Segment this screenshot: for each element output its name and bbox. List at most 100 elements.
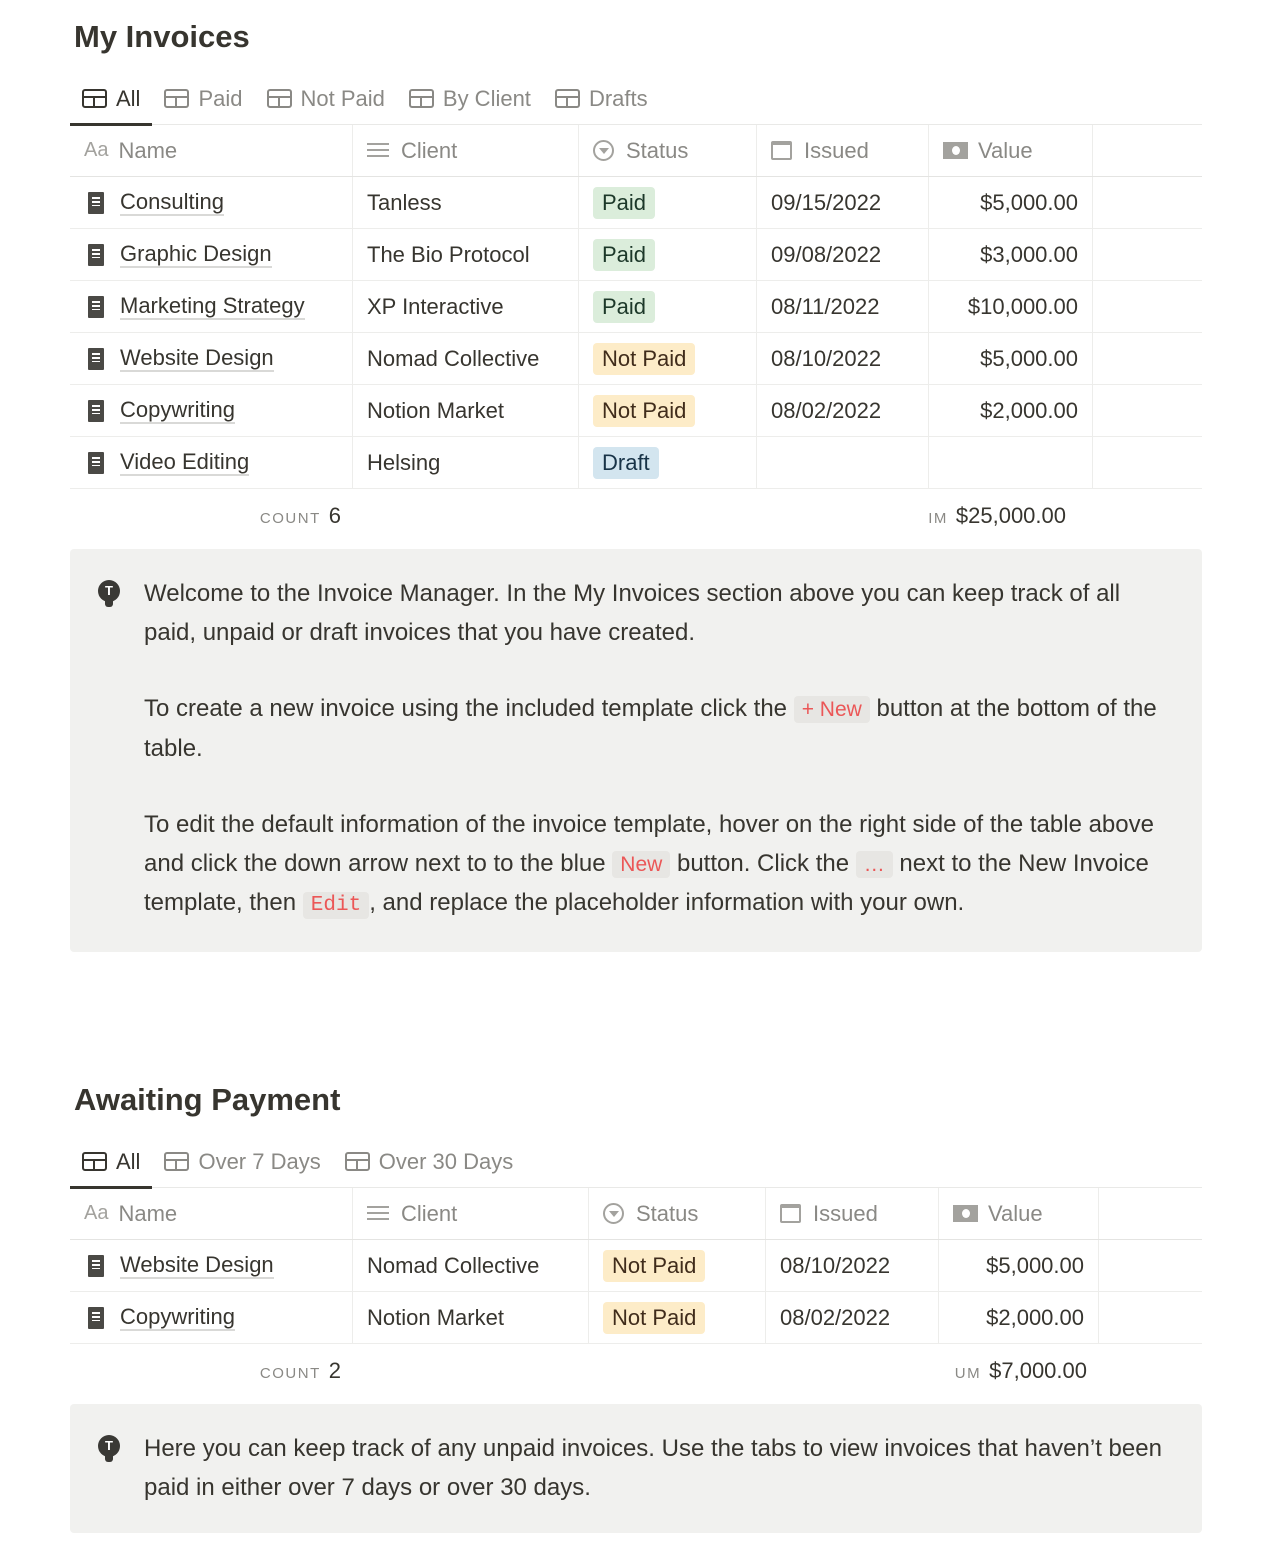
issued-cell: 09/08/2022 xyxy=(757,229,929,280)
invoice-name-link[interactable]: Graphic Design xyxy=(120,240,272,268)
issued-cell: 08/02/2022 xyxy=(766,1292,939,1343)
table-icon xyxy=(82,89,107,108)
status-badge: Draft xyxy=(593,446,659,479)
receipt-icon xyxy=(88,347,104,370)
issued-cell: 08/10/2022 xyxy=(757,333,929,384)
callout-paragraph: To edit the default information of the i… xyxy=(144,811,1154,919)
status-badge: Paid xyxy=(593,186,656,219)
issued-cell: 08/02/2022 xyxy=(757,385,929,436)
sum-value: $25,000.00 xyxy=(955,503,1066,528)
table-row[interactable]: Consulting Tanless Paid 09/15/2022 $5,00… xyxy=(70,177,1202,229)
awaiting-table: Aa Name Client Status Issued Value Website De… xyxy=(70,1188,1202,1344)
client-cell: Nomad Collective xyxy=(353,333,579,384)
my-invoices-section: My Invoices All Paid Not Paid By Client Draf… xyxy=(70,12,1202,952)
count-label: COUNT xyxy=(259,1365,321,1382)
client-cell: The Bio Protocol xyxy=(353,229,579,280)
value-cell xyxy=(929,437,1093,488)
column-header-client[interactable]: Client xyxy=(353,1188,589,1239)
tab-over-7-days[interactable]: Over 7 Days xyxy=(152,1136,332,1188)
column-header-status[interactable]: Status xyxy=(579,125,757,176)
column-header-issued[interactable]: Issued xyxy=(757,125,929,176)
more-code: … xyxy=(855,850,893,878)
value-cell: $5,000.00 xyxy=(939,1240,1099,1291)
text-type-icon: Aa xyxy=(84,1202,109,1224)
new-code: New xyxy=(612,850,671,878)
tab-by-client[interactable]: By Client xyxy=(397,73,543,125)
select-icon xyxy=(603,1203,624,1224)
column-header-value[interactable]: Value xyxy=(929,125,1093,176)
table-footer: COUNT 6 IM $25,000.00 xyxy=(70,489,1202,543)
count-label: COUNT xyxy=(259,510,321,527)
table-footer: COUNT 2 UM $7,000.00 xyxy=(70,1344,1202,1398)
callout-paragraph: Here you can keep track of any unpaid in… xyxy=(144,1435,1162,1501)
lightbulb-icon: T xyxy=(98,1435,120,1462)
invoice-name-link[interactable]: Consulting xyxy=(120,188,224,216)
invoice-name-link[interactable]: Marketing Strategy xyxy=(120,292,305,320)
callout-paragraph: To create a new invoice using the includ… xyxy=(144,695,1157,762)
awaiting-payment-section: Awaiting Payment All Over 7 Days Over 30 D… xyxy=(70,1075,1202,1533)
tab-paid[interactable]: Paid xyxy=(152,73,254,125)
section-title: Awaiting Payment xyxy=(74,1082,341,1117)
receipt-icon xyxy=(88,399,104,422)
invoices-table: Aa Name Client Status Issued Value Consulting… xyxy=(70,125,1202,489)
client-cell: XP Interactive xyxy=(353,281,579,332)
section-title: My Invoices xyxy=(74,19,250,54)
column-header-issued[interactable]: Issued xyxy=(766,1188,939,1239)
tab-all[interactable]: All xyxy=(70,1136,153,1189)
issued-cell: 08/10/2022 xyxy=(766,1240,939,1291)
date-icon xyxy=(771,141,792,160)
receipt-icon xyxy=(88,451,104,474)
text-type-icon: Aa xyxy=(84,139,109,161)
table-row[interactable]: Copywriting Notion Market Not Paid 08/02… xyxy=(70,1292,1202,1344)
column-header-value[interactable]: Value xyxy=(939,1188,1099,1239)
tab-all[interactable]: All xyxy=(70,73,153,126)
status-badge: Not Paid xyxy=(603,1249,706,1282)
count-value: 2 xyxy=(328,1358,341,1383)
view-tabs: All Paid Not Paid By Client Drafts xyxy=(70,73,1202,126)
value-cell: $2,000.00 xyxy=(939,1292,1099,1343)
status-badge: Not Paid xyxy=(593,342,696,375)
issued-cell: 09/15/2022 xyxy=(757,177,929,228)
invoice-name-link[interactable]: Website Design xyxy=(120,344,274,372)
column-header-name[interactable]: Aa Name xyxy=(70,125,353,176)
tab-not-paid[interactable]: Not Paid xyxy=(255,73,397,125)
client-cell: Notion Market xyxy=(353,1292,589,1343)
status-badge: Not Paid xyxy=(593,394,696,427)
tab-over-30-days[interactable]: Over 30 Days xyxy=(333,1136,526,1188)
date-icon xyxy=(780,1204,801,1223)
sum-value: $7,000.00 xyxy=(989,1358,1087,1383)
invoice-name-link[interactable]: Website Design xyxy=(120,1251,274,1279)
client-cell: Nomad Collective xyxy=(353,1240,589,1291)
invoice-name-link[interactable]: Copywriting xyxy=(120,1303,235,1331)
receipt-icon xyxy=(88,1254,104,1277)
table-row[interactable]: Marketing Strategy XP Interactive Paid 0… xyxy=(70,281,1202,333)
status-badge: Paid xyxy=(593,290,656,323)
table-row[interactable]: Copywriting Notion Market Not Paid 08/02… xyxy=(70,385,1202,437)
status-badge: Paid xyxy=(593,238,656,271)
value-cell: $2,000.00 xyxy=(929,385,1093,436)
column-header-status[interactable]: Status xyxy=(589,1188,766,1239)
lightbulb-icon: T xyxy=(98,580,120,607)
value-cell: $3,000.00 xyxy=(929,229,1093,280)
invoice-name-link[interactable]: Video Editing xyxy=(120,448,250,476)
client-cell: Helsing xyxy=(353,437,579,488)
receipt-icon xyxy=(88,295,104,318)
tab-drafts[interactable]: Drafts xyxy=(543,73,660,125)
table-row[interactable]: Website Design Nomad Collective Not Paid… xyxy=(70,333,1202,385)
column-header-name[interactable]: Aa Name xyxy=(70,1188,353,1239)
client-cell: Notion Market xyxy=(353,385,579,436)
issued-cell xyxy=(757,437,929,488)
text-icon xyxy=(367,1205,389,1222)
table-icon xyxy=(554,89,580,108)
table-icon xyxy=(82,1152,107,1171)
table-row[interactable]: Video Editing Helsing Draft xyxy=(70,437,1202,489)
table-header: Aa Name Client Status Issued Value xyxy=(70,125,1202,177)
sum-label: IM xyxy=(928,510,948,527)
table-row[interactable]: Website Design Nomad Collective Not Paid… xyxy=(70,1240,1202,1292)
table-row[interactable]: Graphic Design The Bio Protocol Paid 09/… xyxy=(70,229,1202,281)
invoice-name-link[interactable]: Copywriting xyxy=(120,396,235,424)
column-header-client[interactable]: Client xyxy=(353,125,579,176)
edit-code: Edit xyxy=(302,892,370,919)
issued-cell: 08/11/2022 xyxy=(757,281,929,332)
table-icon xyxy=(344,1152,370,1171)
